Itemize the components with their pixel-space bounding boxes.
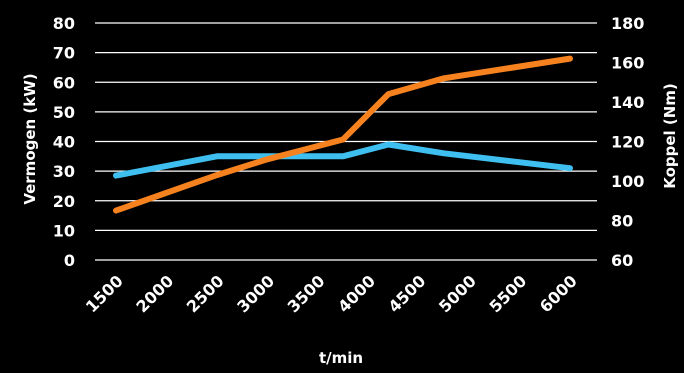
x-tick-label: 1500 (82, 271, 127, 316)
y-left-tick-label: 70 (53, 44, 75, 63)
y-right-tick-label: 100 (611, 172, 644, 191)
x-axis-title: t/min (319, 349, 363, 367)
right-axis-ticks: 60 80 100 120 140 160 180 (611, 14, 644, 270)
x-tick-label: 2000 (132, 271, 177, 316)
y-left-tick-label: 20 (53, 192, 75, 211)
y-left-tick-label: 50 (53, 103, 75, 122)
y-left-tick-label: 30 (53, 162, 75, 181)
y-left-tick-label: 10 (53, 221, 75, 240)
y-right-tick-label: 60 (611, 251, 633, 270)
y-right-tick-label: 160 (611, 54, 644, 73)
series-lines (113, 55, 573, 214)
y-right-tick-label: 180 (611, 14, 644, 33)
x-tick-label: 5500 (485, 271, 530, 316)
y-left-tick-label: 80 (53, 14, 75, 33)
x-axis-ticks: 1500 2000 2500 3000 3500 4000 4500 5000 5500 6000 (82, 271, 581, 316)
y-axis-left-title: Vermogen (kW) (21, 73, 39, 204)
koppel-series-line (113, 55, 573, 214)
y-left-tick-label: 40 (53, 133, 75, 152)
y-axis-right-title: Koppel (Nm) (661, 83, 679, 189)
y-right-tick-label: 80 (611, 212, 633, 231)
x-tick-label: 4000 (334, 271, 379, 316)
y-right-tick-label: 140 (611, 93, 644, 112)
y-right-tick-label: 120 (611, 133, 644, 152)
x-tick-label: 4500 (385, 271, 430, 316)
x-tick-label: 5000 (435, 271, 480, 316)
left-axis-ticks: 0 10 20 30 40 50 60 70 80 (53, 14, 75, 270)
x-tick-label: 3000 (233, 271, 278, 316)
x-tick-label: 3500 (284, 271, 329, 316)
x-tick-label: 6000 (536, 271, 581, 316)
y-left-tick-label: 0 (64, 251, 75, 270)
vermogen-series-line (113, 141, 573, 179)
grid-lines (95, 22, 597, 261)
y-left-tick-label: 60 (53, 73, 75, 92)
x-tick-label: 2500 (183, 271, 228, 316)
